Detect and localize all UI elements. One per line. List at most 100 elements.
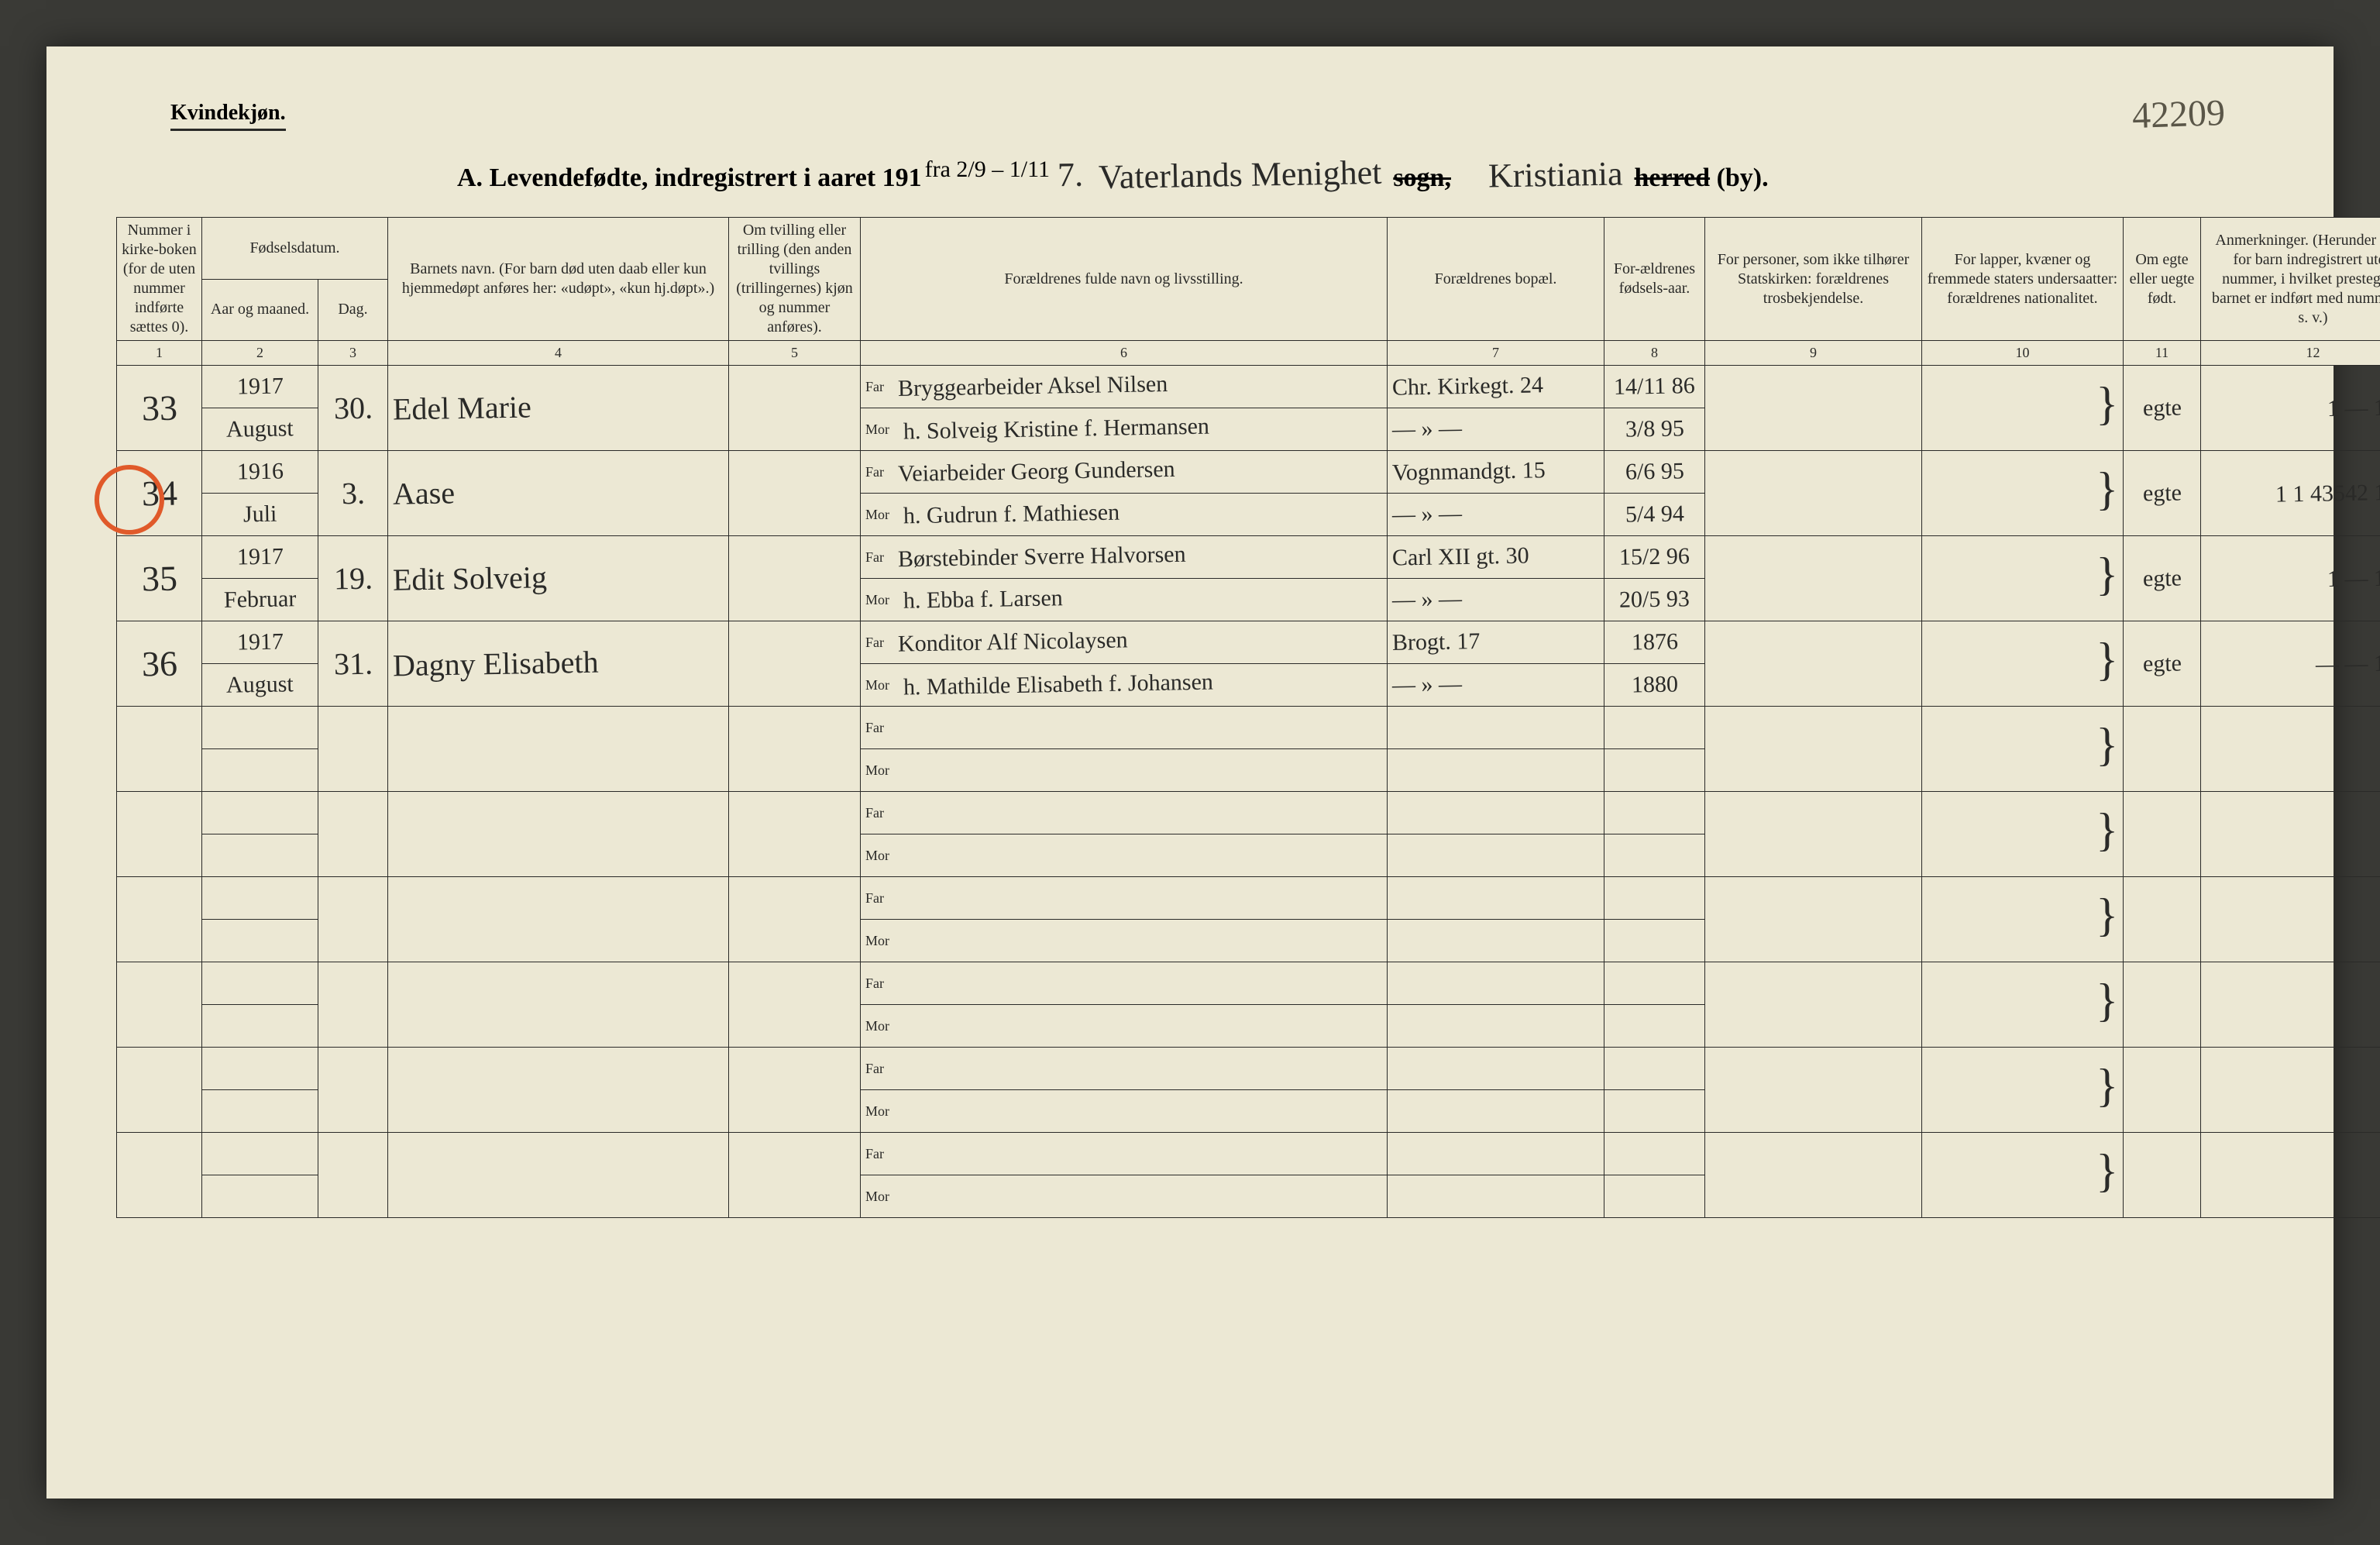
year-cell [202, 1048, 318, 1090]
twin-cell [729, 792, 861, 877]
birthyear-mor [1604, 749, 1705, 792]
birthyear-far [1604, 962, 1705, 1005]
table-row-blank: Far} [117, 877, 2380, 920]
nationality-cell: } [1922, 451, 2124, 536]
twin-cell [729, 962, 861, 1048]
table-row: 35191719.Edit SolveigFarBørstebinder Sve… [117, 536, 2380, 579]
nationality-cell: } [1922, 1133, 2124, 1218]
birthyear-far: 15/2 96 [1604, 536, 1705, 579]
mother-cell: Mor [861, 749, 1388, 792]
table-body: 33191730.Edel MarieFarBryggearbeider Aks… [117, 366, 2380, 1218]
birthyear-far: 1876 [1604, 621, 1705, 664]
day-cell [318, 792, 388, 877]
legitimacy-cell: egte [2124, 451, 2201, 536]
month-cell: Februar [202, 579, 318, 621]
birthyear-mor: 1880 [1604, 664, 1705, 707]
col-header-5: Om tvilling eller trilling (den anden tv… [729, 218, 861, 341]
birthyear-far [1604, 707, 1705, 749]
table-row-blank: Far} [117, 707, 2380, 749]
legitimacy-cell: egte [2124, 366, 2201, 451]
entry-number [117, 1048, 202, 1133]
entry-number [117, 707, 202, 792]
religion-cell [1705, 962, 1922, 1048]
birthyear-mor [1604, 1175, 1705, 1218]
col-header-2b: Dag. [318, 279, 388, 341]
year-cell: 1917 [202, 621, 318, 664]
residence-far [1388, 1048, 1604, 1090]
child-name [388, 1133, 729, 1218]
legitimacy-cell: egte [2124, 621, 2201, 707]
residence-far: Carl XII gt. 30 [1388, 536, 1604, 579]
residence-far: Vognmandgt. 15 [1388, 451, 1604, 494]
residence-far [1388, 792, 1604, 834]
col-header-6: Forældrenes fulde navn og livsstilling. [861, 218, 1388, 341]
year-cell [202, 962, 318, 1005]
residence-mor: — » — [1388, 408, 1604, 451]
birthyear-mor [1604, 1005, 1705, 1048]
residence-mor [1388, 920, 1604, 962]
title-sogn-printed: sogn, [1393, 163, 1451, 192]
col-number: 11 [2124, 341, 2201, 366]
day-cell: 30. [318, 366, 388, 451]
table-header: Nummer i kirke-boken (for de uten nummer… [117, 218, 2380, 366]
father-cell: Far [861, 707, 1388, 749]
nationality-cell: } [1922, 707, 2124, 792]
title-city-hand: Kristiania [1484, 153, 1628, 195]
twin-cell [729, 1133, 861, 1218]
entry-number: 34 [117, 451, 202, 536]
year-cell [202, 792, 318, 834]
title-parish-hand: Vaterlands Menighet [1094, 153, 1387, 198]
col-number: 7 [1388, 341, 1604, 366]
col-header-11: Om egte eller uegte født. [2124, 218, 2201, 341]
residence-mor [1388, 1175, 1604, 1218]
month-cell [202, 834, 318, 877]
mother-cell: Mor [861, 1090, 1388, 1133]
remarks-cell [2201, 1048, 2380, 1133]
birthyear-far: 14/11 86 [1604, 366, 1705, 408]
birthyear-mor: 5/4 94 [1604, 494, 1705, 536]
remarks-cell [2201, 1133, 2380, 1218]
col-header-8: For-ældrenes fødsels-aar. [1604, 218, 1705, 341]
religion-cell [1705, 536, 1922, 621]
residence-far: Chr. Kirkegt. 24 [1388, 366, 1604, 408]
document-page: Kvindekjøn. 42209 A. Levendefødte, indre… [46, 46, 2334, 1499]
col-number: 5 [729, 341, 861, 366]
birthyear-mor: 20/5 93 [1604, 579, 1705, 621]
title-insert-above: fra 2/9 – 1/11 [922, 157, 1053, 182]
father-cell: Far [861, 877, 1388, 920]
twin-cell [729, 536, 861, 621]
col-header-2a: Aar og maaned. [202, 279, 318, 341]
legitimacy-cell: egte [2124, 536, 2201, 621]
father-cell: FarVeiarbeider Georg Gundersen [861, 451, 1388, 494]
residence-far [1388, 877, 1604, 920]
father-cell: Far [861, 1048, 1388, 1090]
remarks-cell [2201, 707, 2380, 792]
residence-mor [1388, 834, 1604, 877]
month-cell [202, 1090, 318, 1133]
remarks-cell [2201, 792, 2380, 877]
father-cell: Far [861, 792, 1388, 834]
day-cell [318, 877, 388, 962]
entry-number [117, 1133, 202, 1218]
legitimacy-cell [2124, 1133, 2201, 1218]
residence-mor: — » — [1388, 579, 1604, 621]
child-name [388, 792, 729, 877]
child-name [388, 877, 729, 962]
day-cell: 3. [318, 451, 388, 536]
mother-cell: Morh. Ebba f. Larsen [861, 579, 1388, 621]
birthyear-far [1604, 1048, 1705, 1090]
col-header-12: Anmerkninger. (Herunder bl. a. for barn … [2201, 218, 2380, 341]
father-cell: FarKonditor Alf Nicolaysen [861, 621, 1388, 664]
birthyear-mor: 3/8 95 [1604, 408, 1705, 451]
col-header-9: For personer, som ikke tilhører Statskir… [1705, 218, 1922, 341]
nationality-cell: } [1922, 792, 2124, 877]
child-name: Edit Solveig [388, 536, 729, 621]
legitimacy-cell [2124, 792, 2201, 877]
religion-cell [1705, 792, 1922, 877]
day-cell: 19. [318, 536, 388, 621]
residence-mor: — » — [1388, 494, 1604, 536]
col-number: 8 [1604, 341, 1705, 366]
father-cell: Far [861, 1133, 1388, 1175]
residence-far [1388, 962, 1604, 1005]
col-header-10: For lapper, kvæner og fremmede staters u… [1922, 218, 2124, 341]
